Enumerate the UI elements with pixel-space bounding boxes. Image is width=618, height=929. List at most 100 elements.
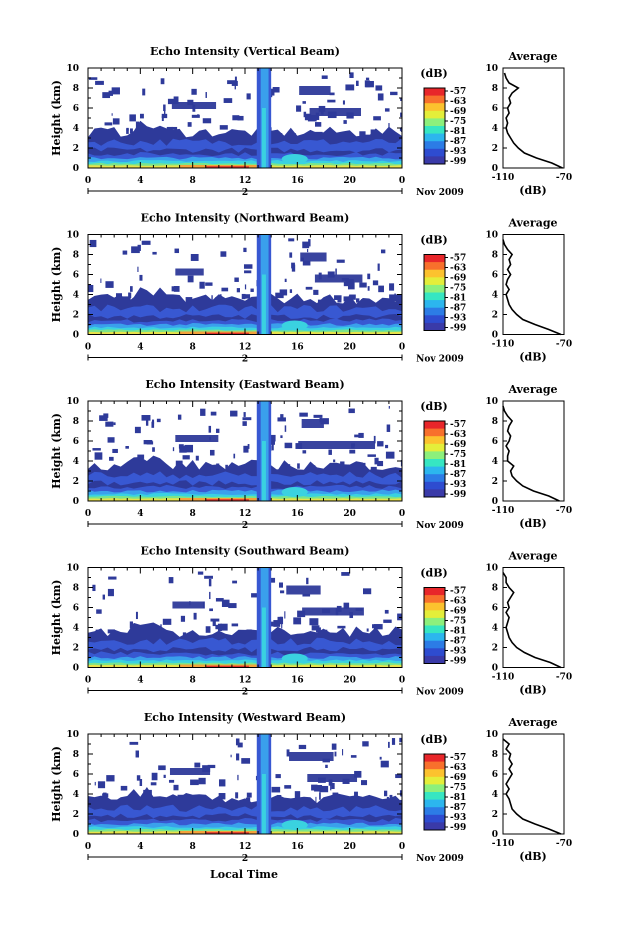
- y-tick-label: 10: [66, 730, 79, 740]
- echo-cell: [122, 250, 128, 255]
- echo-cell: [210, 618, 220, 622]
- average-y-tick-label: 6: [492, 437, 498, 447]
- day-marker: 2: [242, 854, 248, 864]
- average-x-tick-label: -70: [556, 340, 572, 350]
- echo-cell: [329, 92, 335, 96]
- echo-cell: [315, 112, 320, 120]
- y-tick-label: 2: [73, 477, 79, 487]
- echo-cell: [168, 577, 174, 584]
- echo-cell: [275, 292, 284, 299]
- echo-cell: [372, 280, 379, 286]
- echo-cell: [389, 283, 395, 291]
- echo-cell: [383, 619, 392, 623]
- rain-core-inner: [262, 108, 266, 168]
- average-x-label: (dB): [519, 351, 546, 364]
- colorbar-tick-label: -75: [450, 783, 466, 793]
- echo-cell: [129, 114, 136, 122]
- colorbar-tick-label: -63: [450, 763, 466, 773]
- colorbar-swatch: [424, 807, 445, 816]
- colorbar-swatch: [424, 284, 445, 293]
- echo-cell: [284, 278, 287, 283]
- average-y-tick-label: 2: [492, 311, 498, 321]
- colorbar-tick-label: -75: [450, 117, 466, 127]
- echo-cell: [104, 122, 113, 126]
- echo-cell: [302, 450, 307, 454]
- echo-cell: [307, 248, 309, 253]
- average-title: Average: [507, 50, 557, 63]
- average-x-tick-label: -70: [556, 673, 572, 683]
- colorbar-swatch: [424, 625, 445, 634]
- echo-cell: [162, 618, 172, 625]
- day-marker: 2: [242, 521, 248, 531]
- echo-cell: [220, 251, 227, 257]
- x-tick-label: 12: [239, 676, 252, 686]
- colorbar-tick-label: -57: [450, 254, 466, 264]
- echo-cell: [289, 252, 293, 258]
- colorbar-swatch: [424, 459, 445, 468]
- average-y-tick-label: 6: [492, 104, 498, 114]
- colorbar-swatch: [424, 126, 445, 135]
- echo-cell: [321, 75, 328, 79]
- echo-cell: [284, 785, 292, 789]
- echo-cell: [333, 459, 336, 463]
- average-y-tick-label: 4: [492, 624, 498, 634]
- echo-cell: [343, 120, 347, 124]
- echo-cell: [173, 286, 180, 292]
- heatmap-field: [88, 234, 402, 335]
- echo-cell: [313, 414, 323, 418]
- echo-cell: [111, 87, 120, 95]
- average-y-tick-label: 8: [492, 417, 498, 427]
- echo-cell: [284, 611, 286, 619]
- heatmap-field: [88, 734, 402, 834]
- echo-cell: [243, 247, 247, 253]
- panels: Echo Intensity (Vertical Beam)0246810Hei…: [50, 45, 572, 864]
- echo-cell: [163, 774, 166, 778]
- x-tick-label: 4: [137, 842, 143, 852]
- echo-cell: [367, 273, 371, 280]
- echo-cell: [187, 275, 194, 283]
- echo-patch: [314, 274, 363, 283]
- echo-cell: [108, 576, 117, 580]
- echo-cell: [146, 441, 154, 445]
- echo-cell: [190, 779, 199, 786]
- average-y-tick-label: 6: [492, 604, 498, 614]
- average-y-tick-label: 4: [492, 790, 498, 800]
- echo-cell: [234, 76, 237, 82]
- echo-cell: [273, 620, 281, 627]
- echo-cell: [208, 578, 212, 587]
- echo-cell: [210, 411, 217, 416]
- echo-cell: [235, 738, 240, 746]
- echo-cell: [88, 284, 94, 293]
- echo-cell: [375, 85, 383, 91]
- echo-cell: [232, 580, 238, 584]
- colorbar-tick-label: -69: [450, 274, 466, 284]
- average-x-tick-label: -70: [556, 839, 572, 849]
- rain-core-inner: [262, 774, 266, 834]
- average-y-tick-label: 10: [485, 231, 498, 241]
- colorbar-swatch: [424, 88, 445, 97]
- average-title: Average: [507, 550, 557, 563]
- echo-cell: [191, 114, 200, 118]
- echo-cell: [231, 623, 239, 627]
- echo-cell: [331, 743, 337, 750]
- average-y-tick-label: 4: [492, 291, 498, 301]
- date-label: Nov 2009: [416, 188, 464, 198]
- echo-cell: [399, 128, 402, 131]
- echo-cell: [386, 424, 391, 432]
- echo-bump: [281, 487, 308, 497]
- colorbar-swatch: [424, 814, 445, 823]
- echo-cell: [291, 262, 295, 269]
- echo-cell: [96, 609, 102, 614]
- colorbar-swatch: [424, 648, 445, 657]
- average-x-tick-label: -110: [492, 506, 515, 516]
- y-tick-label: 4: [73, 624, 79, 634]
- colorbar-swatch: [424, 761, 445, 770]
- echo-patch: [175, 268, 204, 276]
- echo-cell: [243, 264, 253, 269]
- x-tick-label: 20: [343, 509, 356, 519]
- echo-cell: [171, 126, 178, 130]
- surface-hot: [205, 499, 249, 501]
- echo-cell: [269, 88, 275, 96]
- echo-cell: [89, 239, 97, 248]
- average-x-tick-label: -70: [556, 173, 572, 183]
